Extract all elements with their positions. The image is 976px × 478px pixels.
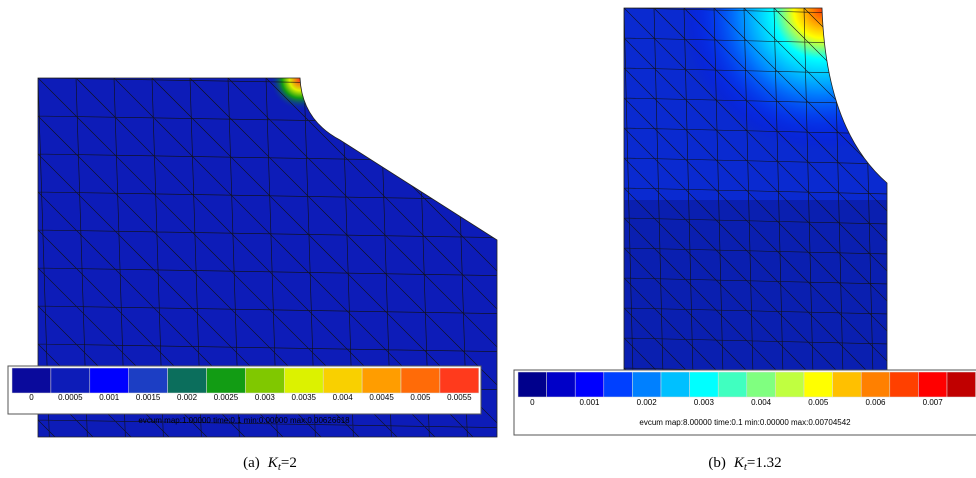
mesh-lines — [624, 8, 887, 372]
color-swatch — [89, 367, 129, 394]
color-swatch — [245, 367, 285, 394]
caption-label: (b) — [708, 455, 726, 471]
color-swatch — [517, 371, 547, 398]
color-swatch — [603, 371, 633, 398]
color-swatch — [632, 371, 662, 398]
colorbar-label: 0.0055 — [447, 393, 472, 402]
colorbar-label: 0.004 — [333, 393, 354, 402]
color-swatch — [660, 371, 690, 398]
color-swatch — [11, 367, 52, 394]
colorbar-label: 0.002 — [637, 398, 658, 407]
color-swatch — [206, 367, 246, 394]
mesh-outline — [37, 77, 498, 438]
colorbar-label: 0 — [29, 393, 34, 402]
caption-symbol: K — [267, 455, 279, 471]
colorbar-footer: evcum map:1.00000 time:0.1 min:0.00000 m… — [138, 416, 350, 425]
colorbar-label: 0.001 — [579, 398, 600, 407]
color-swatch — [50, 367, 91, 394]
colorbar-label: 0.006 — [865, 398, 886, 407]
color-swatch — [361, 367, 402, 394]
color-swatch — [400, 367, 441, 394]
color-swatch — [832, 371, 862, 398]
caption-value: =1.32 — [747, 455, 782, 471]
color-swatch — [574, 371, 605, 398]
color-swatch — [775, 371, 805, 398]
caption-symbol: K — [733, 455, 745, 471]
colorbar-label: 0.001 — [99, 393, 120, 402]
color-swatch — [889, 371, 919, 398]
color-swatch — [546, 371, 576, 398]
color-swatch — [689, 371, 719, 398]
colorbar-label: 0.0005 — [58, 393, 83, 402]
colorbar-label: 0.003 — [694, 398, 715, 407]
color-swatch — [803, 371, 833, 398]
colorbar-label: 0.005 — [410, 393, 431, 402]
color-swatch — [946, 371, 976, 398]
color-swatch — [128, 367, 168, 394]
mesh-outline — [623, 7, 888, 373]
color-swatch — [746, 371, 776, 398]
colorbar-label: 0.0015 — [136, 393, 161, 402]
colorbar-label: 0.007 — [923, 398, 944, 407]
colorbar-label: 0.0025 — [214, 393, 239, 402]
caption-subscript: t — [278, 461, 282, 473]
caption-value: =2 — [281, 455, 297, 471]
caption: (b) Kt=1.32 — [708, 455, 781, 473]
colorbar-label: 0.003 — [255, 393, 276, 402]
color-swatch — [284, 367, 324, 394]
color-swatch — [167, 367, 207, 394]
colorbar-footer: evcum map:8.00000 time:0.1 min:0.00000 m… — [639, 418, 851, 427]
color-swatch — [439, 367, 480, 394]
colorbar-label: 0.0035 — [292, 393, 317, 402]
colorbar-label: 0 — [530, 398, 535, 407]
colorbar-label: 0.004 — [751, 398, 772, 407]
color-swatch — [322, 367, 363, 394]
colorbar-label: 0.0045 — [369, 393, 394, 402]
caption: (a) Kt=2 — [243, 455, 297, 473]
caption-label: (a) — [243, 455, 260, 471]
caption-subscript: t — [744, 461, 748, 473]
color-swatch — [717, 371, 748, 398]
colorbar-label: 0.005 — [808, 398, 829, 407]
color-swatch — [918, 371, 948, 398]
colorbar-label: 0.002 — [177, 393, 198, 402]
color-swatch — [860, 371, 891, 398]
